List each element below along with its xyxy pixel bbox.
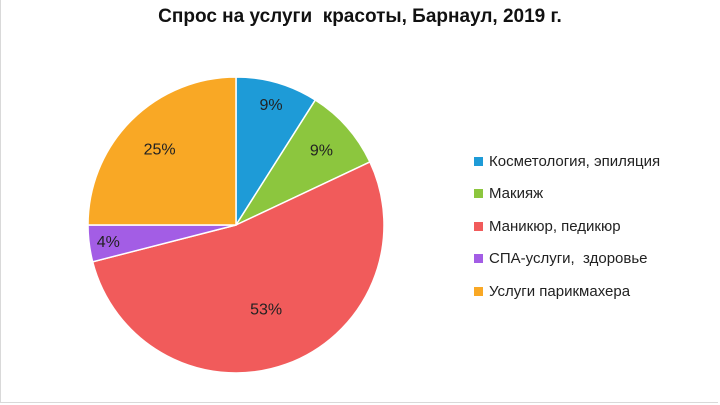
slice-data-label: 25%: [144, 142, 176, 159]
legend-swatch: [474, 254, 483, 263]
legend-swatch: [474, 286, 483, 296]
legend-label: СПА-услуги, здоровье: [489, 250, 648, 267]
slice-data-label: 9%: [260, 97, 283, 114]
pie-slice: [233, 99, 371, 227]
legend-swatch: [474, 189, 483, 198]
legend-item-hairdresser: Услуги парикмахера: [474, 280, 660, 302]
legend-label: Макияж: [489, 185, 544, 202]
legend-item-makeup: Макияж: [474, 183, 660, 205]
legend-label: Маникюр, педикюр: [489, 217, 621, 235]
legend-label: Услуги парикмахера: [489, 282, 631, 300]
legend-swatch: [474, 221, 483, 231]
chart-title: Спрос на услуги красоты, Барнаул, 2019 г…: [158, 6, 562, 27]
pie-slice: [91, 160, 385, 374]
legend-swatch: [474, 156, 483, 166]
slice-data-label: 9%: [310, 143, 333, 160]
slice-data-label: 4%: [97, 234, 120, 251]
pie-slice: [235, 76, 317, 228]
legend: Косметология, эпиляция Макияж Маникюр, п…: [474, 150, 660, 313]
pie-slice: [87, 76, 237, 226]
legend-label: Косметология, эпиляция: [489, 152, 661, 170]
slice-data-label: 53%: [250, 302, 282, 319]
legend-item-manicure: Маникюр, педикюр: [474, 215, 660, 237]
legend-item-cosmetology: Косметология, эпиляция: [474, 150, 660, 172]
legend-item-spa: СПА-услуги, здоровье: [474, 248, 660, 270]
